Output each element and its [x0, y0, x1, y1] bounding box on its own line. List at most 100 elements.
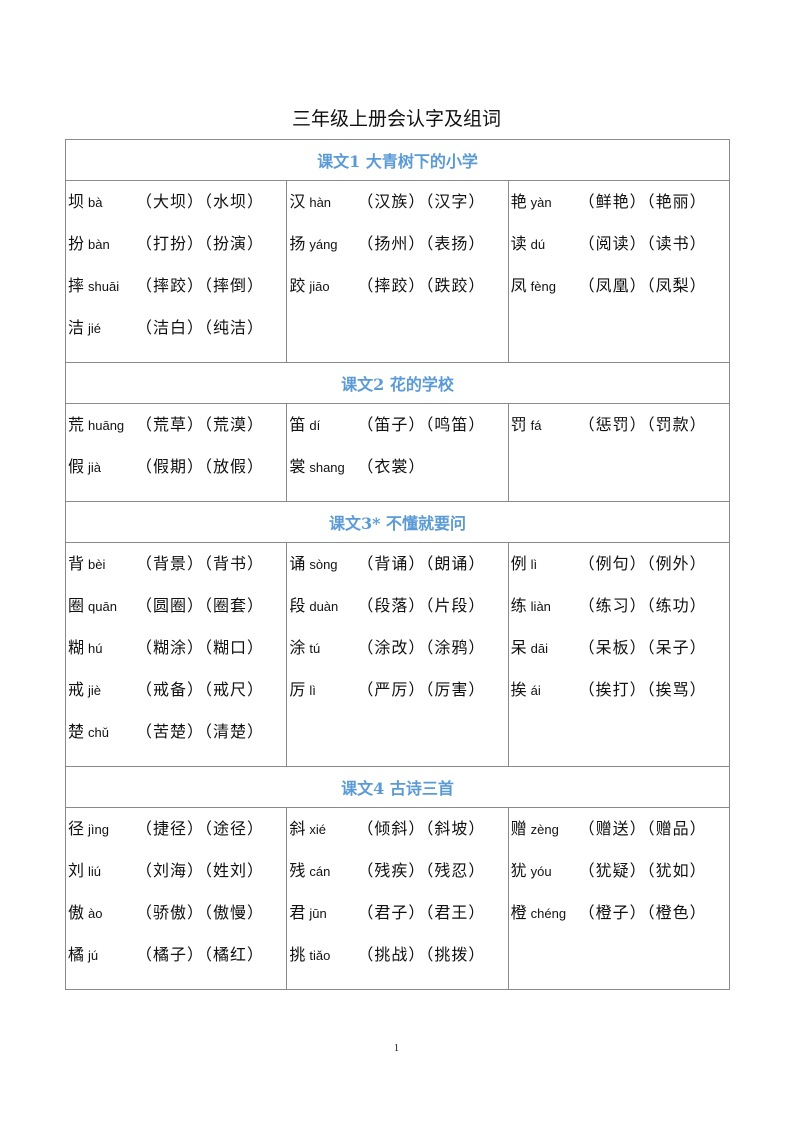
character-entry: 凤 fèng （凤凰）（凤梨） — [511, 272, 729, 314]
character-entry: 段 duàn （段落）（片段） — [289, 592, 507, 634]
section-content-row: 径 jìng （捷径）（途径）刘 liú （刘海）（姓刘）傲 ào （骄傲）（傲慢）橘 jú （… — [64, 807, 731, 990]
character: 涂 — [289, 638, 306, 657]
pinyin: bàn — [88, 237, 110, 252]
word-examples: （赠送）（赠品） — [578, 819, 707, 838]
entry-list: 背 bèi （背景）（背书）圈 quān （圆圈）（圈套）糊 hú （糊涂）（糊口）戒 jiè… — [66, 543, 286, 766]
entry-list: 斜 xié （倾斜）（斜坡）残 cán （残疾）（残忍）君 jūn （君子）（君王）挑 tiǎ… — [287, 808, 507, 989]
character-entry: 艳 yàn （鲜艳）（艳丽） — [511, 188, 729, 230]
entry-head: 艳 yàn — [511, 188, 579, 230]
character-entry: 径 jìng （捷径）（途径） — [68, 815, 286, 857]
entry-column: 诵 sòng （背诵）（朗诵）段 duàn （段落）（片段）涂 tú （涂改）（涂鸦）厉 lì… — [286, 542, 509, 767]
character: 跤 — [289, 276, 306, 295]
character-entry: 橙 chéng （橙子）（橙色） — [511, 899, 729, 941]
character-entry: 斜 xié （倾斜）（斜坡） — [289, 815, 507, 857]
pinyin: yàn — [530, 195, 552, 210]
entry-head: 厉 lì — [289, 676, 357, 718]
word-examples: （摔跤）（跌跤） — [357, 276, 486, 295]
word-examples: （苦楚）（清楚） — [136, 722, 265, 741]
entry-column: 斜 xié （倾斜）（斜坡）残 cán （残疾）（残忍）君 jūn （君子）（君王）挑 tiǎ… — [286, 807, 509, 990]
pinyin: jìng — [88, 822, 109, 837]
entry-head: 裳 shang — [289, 453, 357, 495]
character: 罚 — [510, 415, 527, 434]
character-table: 课文1 大青树下的小学坝 bà （大坝）（水坝）扮 bàn （打扮）（扮演）摔 shuāi… — [64, 139, 731, 990]
entry-head: 洁 jié — [68, 314, 136, 356]
entry-head: 犹 yóu — [511, 857, 579, 899]
character: 厉 — [289, 680, 306, 699]
word-examples: （戒备）（戒尺） — [136, 680, 265, 699]
word-examples: （刘海）（姓刘） — [136, 861, 265, 880]
entry-head: 斜 xié — [289, 815, 357, 857]
pinyin: liú — [88, 864, 102, 879]
pinyin: fá — [530, 418, 542, 433]
character-entry: 圈 quān （圆圈）（圈套） — [68, 592, 286, 634]
character: 斜 — [289, 819, 306, 838]
section-heading: 课文3* 不懂就要问 — [65, 501, 730, 543]
entry-list: 坝 bà （大坝）（水坝）扮 bàn （打扮）（扮演）摔 shuāi （摔跤）（摔倒）洁 ji… — [66, 181, 286, 362]
entry-column: 赠 zèng （赠送）（赠品）犹 yóu （犹疑）（犹如）橙 chéng （橙子）（橙色） — [507, 807, 731, 990]
pinyin: chǔ — [88, 725, 109, 740]
word-examples: （残疾）（残忍） — [357, 861, 486, 880]
entry-list: 罚 fá （惩罚）（罚款） — [509, 404, 729, 459]
pinyin: bà — [88, 195, 103, 210]
pinyin: yáng — [309, 237, 338, 252]
entry-head: 呆 dāi — [511, 634, 579, 676]
page-number: 1 — [394, 1043, 399, 1054]
word-examples: （段落）（片段） — [357, 596, 486, 615]
pinyin: tiǎo — [309, 948, 331, 963]
character: 假 — [68, 457, 85, 476]
word-examples: （涂改）（涂鸦） — [357, 638, 486, 657]
word-examples: （例句）（例外） — [578, 554, 707, 573]
character-entry: 诵 sòng （背诵）（朗诵） — [289, 550, 507, 592]
section-heading-row: 课文1 大青树下的小学 — [65, 139, 730, 181]
word-examples: （捷径）（途径） — [136, 819, 265, 838]
entry-head: 汉 hàn — [289, 188, 357, 230]
pinyin: tú — [309, 641, 321, 656]
pinyin: quān — [88, 599, 117, 614]
character: 洁 — [68, 318, 85, 337]
entry-head: 君 jūn — [289, 899, 357, 941]
entry-head: 戒 jiè — [68, 676, 136, 718]
character-entry: 涂 tú （涂改）（涂鸦） — [289, 634, 507, 676]
pinyin: bèi — [88, 557, 106, 572]
entry-head: 背 bèi — [68, 550, 136, 592]
character: 扮 — [68, 234, 85, 253]
pinyin: jiè — [88, 683, 102, 698]
pinyin: jiāo — [309, 279, 330, 294]
entry-head: 涂 tú — [289, 634, 357, 676]
entry-head: 扮 bàn — [68, 230, 136, 272]
character-entry: 洁 jié （洁白）（纯洁） — [68, 314, 286, 356]
character-entry: 赠 zèng （赠送）（赠品） — [511, 815, 729, 857]
entry-list: 荒 huāng （荒草）（荒漠）假 jià （假期）（放假） — [66, 404, 286, 501]
character: 犹 — [510, 861, 527, 880]
pinyin: jú — [88, 948, 99, 963]
pinyin: ái — [530, 683, 541, 698]
word-examples: （洁白）（纯洁） — [136, 318, 265, 337]
entry-head: 橙 chéng — [511, 899, 579, 941]
entry-column: 背 bèi （背景）（背书）圈 quān （圆圈）（圈套）糊 hú （糊涂）（糊口）戒 jiè… — [64, 542, 288, 767]
entry-column: 径 jìng （捷径）（途径）刘 liú （刘海）（姓刘）傲 ào （骄傲）（傲慢）橘 jú （… — [64, 807, 288, 990]
character-entry: 例 lì （例句）（例外） — [511, 550, 729, 592]
character-entry: 荒 huāng （荒草）（荒漠） — [68, 411, 286, 453]
entry-head: 假 jià — [68, 453, 136, 495]
section-heading: 课文1 大青树下的小学 — [65, 139, 730, 181]
entry-list: 径 jìng （捷径）（途径）刘 liú （刘海）（姓刘）傲 ào （骄傲）（傲慢）橘 jú （… — [66, 808, 286, 989]
character-entry: 扬 yáng （扬州）（表扬） — [289, 230, 507, 272]
character-entry: 练 liàn （练习）（练功） — [511, 592, 729, 634]
character-entry: 厉 lì （严厉）（厉害） — [289, 676, 507, 718]
entry-column: 罚 fá （惩罚）（罚款） — [507, 403, 731, 502]
word-examples: （扬州）（表扬） — [357, 234, 486, 253]
entry-head: 凤 fèng — [511, 272, 579, 314]
pinyin: jià — [88, 460, 102, 475]
character-entry: 刘 liú （刘海）（姓刘） — [68, 857, 286, 899]
character: 例 — [510, 554, 527, 573]
character: 裳 — [289, 457, 306, 476]
entry-column: 艳 yàn （鲜艳）（艳丽）读 dú （阅读）（读书）凤 fèng （凤凰）（凤梨） — [507, 180, 731, 363]
character-entry: 摔 shuāi （摔跤）（摔倒） — [68, 272, 286, 314]
entry-head: 扬 yáng — [289, 230, 357, 272]
word-examples: （背景）（背书） — [136, 554, 265, 573]
character-entry: 残 cán （残疾）（残忍） — [289, 857, 507, 899]
character-entry: 扮 bàn （打扮）（扮演） — [68, 230, 286, 272]
character: 橘 — [68, 945, 85, 964]
character-entry: 挨 ái （挨打）（挨骂） — [511, 676, 729, 718]
word-examples: （练习）（练功） — [578, 596, 707, 615]
